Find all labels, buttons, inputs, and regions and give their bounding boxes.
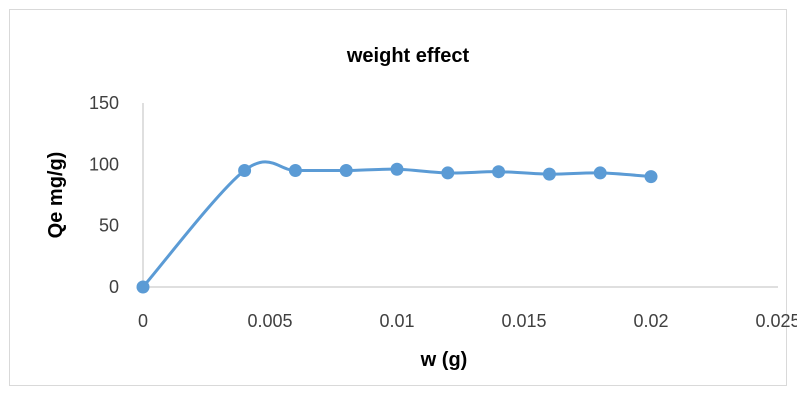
data-points xyxy=(136,162,658,294)
x-axis-title: w (g) xyxy=(420,349,468,371)
data-point xyxy=(492,165,506,179)
x-tick-label: 0.015 xyxy=(501,311,546,331)
y-tick-label: 0 xyxy=(109,277,119,297)
x-tick-label: 0.02 xyxy=(633,311,668,331)
y-tick-label: 150 xyxy=(89,93,119,113)
data-point xyxy=(593,166,607,180)
data-point xyxy=(339,163,353,177)
x-tick-label: 0.01 xyxy=(379,311,414,331)
y-axis-title: Qe mg/g) xyxy=(45,152,67,239)
x-tick-label: 0 xyxy=(138,311,148,331)
x-tick-label: 0.005 xyxy=(247,311,292,331)
data-point xyxy=(644,170,658,184)
y-tick-label: 50 xyxy=(99,216,119,236)
x-tick-label: 0.025 xyxy=(755,311,797,331)
chart-frame xyxy=(9,9,787,386)
y-axis: 0 50 100 150 xyxy=(89,93,119,297)
data-point xyxy=(441,166,455,180)
data-point xyxy=(288,163,302,177)
series-line xyxy=(141,160,653,289)
data-point xyxy=(136,280,150,294)
y-tick-label: 100 xyxy=(89,154,119,174)
data-point xyxy=(542,167,556,181)
chart-title: weight effect xyxy=(346,45,470,67)
x-axis: 0 0.005 0.01 0.015 0.02 0.025 xyxy=(138,311,797,331)
data-point xyxy=(238,163,252,177)
data-point xyxy=(390,162,404,176)
